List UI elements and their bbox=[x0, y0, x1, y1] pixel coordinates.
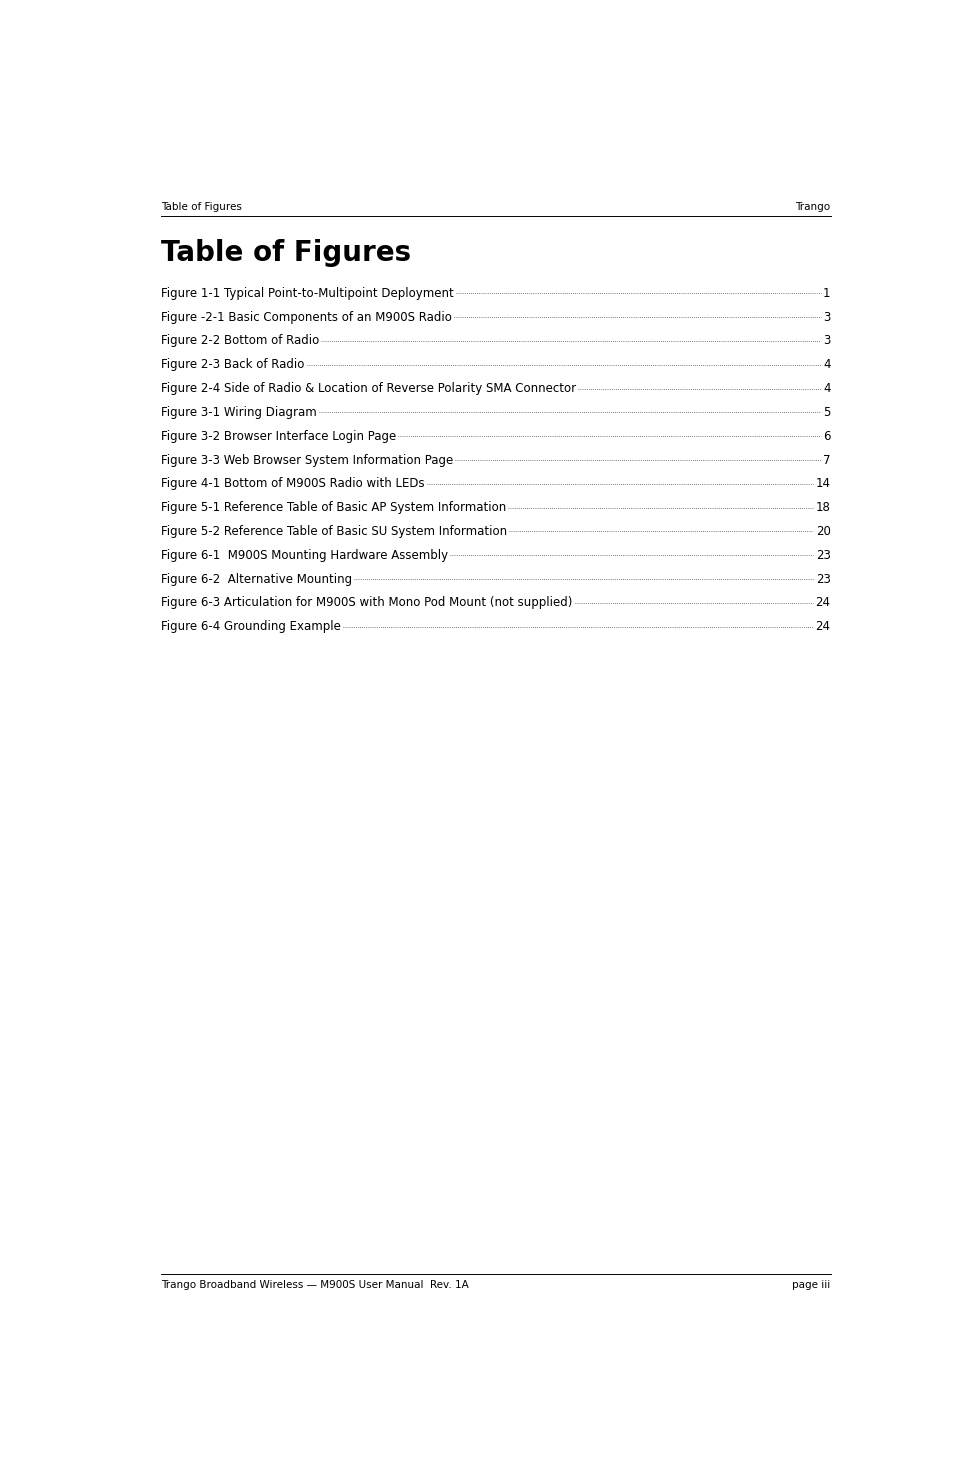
Text: 23: 23 bbox=[816, 573, 830, 586]
Text: Figure 3-2 Browser Interface Login Page: Figure 3-2 Browser Interface Login Page bbox=[161, 430, 396, 443]
Text: 4: 4 bbox=[823, 382, 830, 395]
Text: 5: 5 bbox=[823, 407, 830, 418]
Text: 6: 6 bbox=[823, 430, 830, 443]
Text: Figure 4-1 Bottom of M900S Radio with LEDs: Figure 4-1 Bottom of M900S Radio with LE… bbox=[161, 477, 424, 491]
Text: Figure -2-1 Basic Components of an M900S Radio: Figure -2-1 Basic Components of an M900S… bbox=[161, 311, 452, 324]
Text: Figure 1-1 Typical Point-to-Multipoint Deployment: Figure 1-1 Typical Point-to-Multipoint D… bbox=[161, 287, 454, 300]
Text: Figure 3-1 Wiring Diagram: Figure 3-1 Wiring Diagram bbox=[161, 407, 317, 418]
Text: Figure 5-1 Reference Table of Basic AP System Information: Figure 5-1 Reference Table of Basic AP S… bbox=[161, 501, 506, 514]
Text: 14: 14 bbox=[815, 477, 830, 491]
Text: 7: 7 bbox=[823, 454, 830, 467]
Text: Table of Figures: Table of Figures bbox=[161, 202, 242, 212]
Text: Figure 2-3 Back of Radio: Figure 2-3 Back of Radio bbox=[161, 358, 304, 371]
Text: Figure 2-2 Bottom of Radio: Figure 2-2 Bottom of Radio bbox=[161, 334, 319, 348]
Text: Figure 6-3 Articulation for M900S with Mono Pod Mount (not supplied): Figure 6-3 Articulation for M900S with M… bbox=[161, 597, 572, 610]
Text: 1: 1 bbox=[823, 287, 830, 300]
Text: Figure 6-4 Grounding Example: Figure 6-4 Grounding Example bbox=[161, 620, 341, 633]
Text: Trango Broadband Wireless — M900S User Manual  Rev. 1A: Trango Broadband Wireless — M900S User M… bbox=[161, 1280, 468, 1290]
Text: Figure 3-3 Web Browser System Information Page: Figure 3-3 Web Browser System Informatio… bbox=[161, 454, 453, 467]
Text: 20: 20 bbox=[816, 524, 830, 538]
Text: page iii: page iii bbox=[792, 1280, 830, 1290]
Text: 4: 4 bbox=[823, 358, 830, 371]
Text: Figure 5-2 Reference Table of Basic SU System Information: Figure 5-2 Reference Table of Basic SU S… bbox=[161, 524, 507, 538]
Text: 3: 3 bbox=[823, 334, 830, 348]
Text: 3: 3 bbox=[823, 311, 830, 324]
Text: Figure 6-2  Alternative Mounting: Figure 6-2 Alternative Mounting bbox=[161, 573, 352, 586]
Text: Trango: Trango bbox=[796, 202, 830, 212]
Text: Table of Figures: Table of Figures bbox=[161, 239, 411, 267]
Text: 18: 18 bbox=[816, 501, 830, 514]
Text: Figure 6-1  M900S Mounting Hardware Assembly: Figure 6-1 M900S Mounting Hardware Assem… bbox=[161, 549, 448, 561]
Text: Figure 2-4 Side of Radio & Location of Reverse Polarity SMA Connector: Figure 2-4 Side of Radio & Location of R… bbox=[161, 382, 576, 395]
Text: 24: 24 bbox=[815, 620, 830, 633]
Text: 24: 24 bbox=[815, 597, 830, 610]
Text: 23: 23 bbox=[816, 549, 830, 561]
